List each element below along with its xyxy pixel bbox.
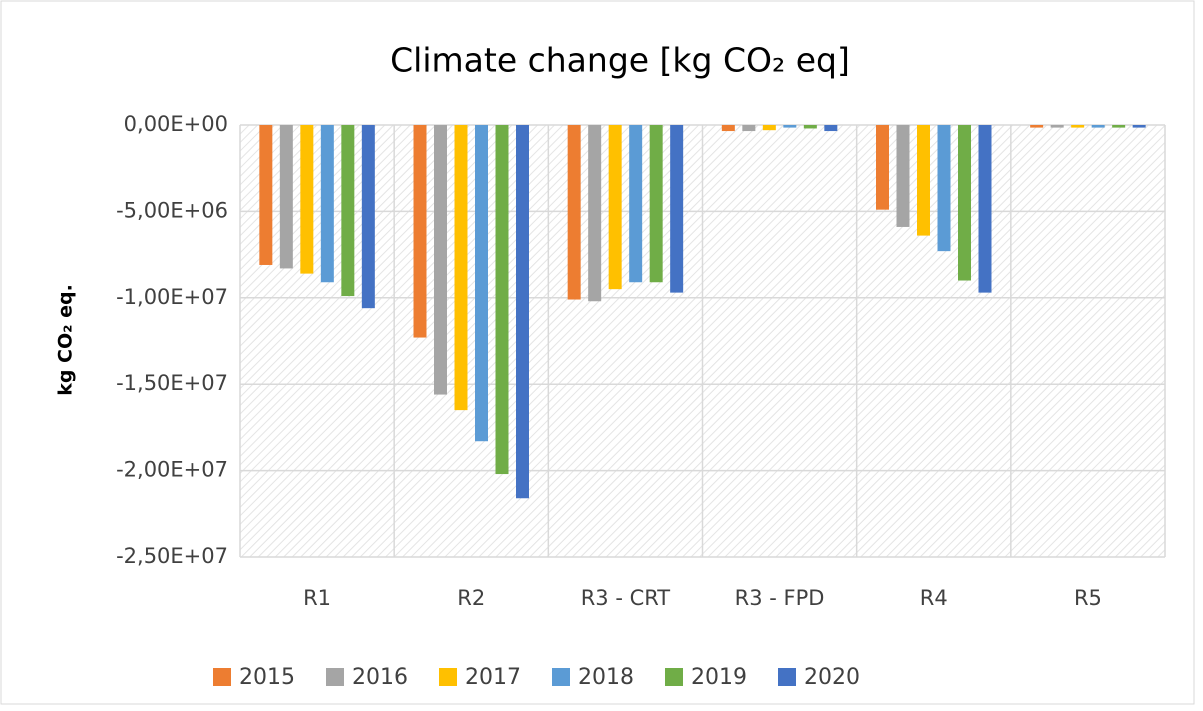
bar — [1091, 125, 1105, 128]
bar — [608, 125, 622, 290]
x-tick-label: R2 — [457, 586, 485, 610]
bar — [670, 125, 684, 293]
bar — [1132, 125, 1146, 128]
bar — [783, 125, 797, 128]
legend-swatch — [326, 668, 344, 686]
bar — [341, 125, 355, 297]
bar — [762, 125, 776, 131]
bar — [361, 125, 375, 309]
bar — [721, 125, 735, 132]
bar — [1030, 125, 1044, 128]
legend-label: 2018 — [578, 665, 634, 690]
x-tick-label: R4 — [920, 586, 948, 610]
bar — [937, 125, 951, 252]
bar — [413, 125, 427, 338]
legend-label: 2016 — [352, 665, 408, 690]
legend-swatch — [778, 668, 796, 686]
x-tick-label: R1 — [303, 586, 331, 610]
bar — [495, 125, 509, 475]
legend-swatch — [665, 668, 683, 686]
bar — [279, 125, 293, 269]
chart-title: Climate change [kg CO₂ eq] — [390, 41, 850, 80]
y-tick-label: -2,50E+07 — [116, 544, 228, 568]
bar — [300, 125, 314, 274]
y-tick-label: -5,00E+06 — [116, 198, 228, 222]
bar — [454, 125, 468, 411]
y-tick-label: -2,00E+07 — [116, 458, 228, 482]
bar — [259, 125, 273, 265]
bar — [320, 125, 334, 283]
legend-label: 2015 — [239, 665, 295, 690]
bar — [803, 125, 817, 129]
bar — [1050, 125, 1064, 128]
bar — [649, 125, 663, 283]
legend-swatch — [439, 668, 457, 686]
bar — [1071, 125, 1085, 128]
bar — [742, 125, 756, 132]
bar — [876, 125, 889, 210]
bar — [434, 125, 447, 395]
bar — [1112, 125, 1126, 128]
legend-label: 2019 — [691, 665, 747, 690]
bar — [896, 125, 910, 227]
x-tick-label: R3 - FPD — [735, 586, 825, 610]
x-tick-label: R5 — [1074, 586, 1102, 610]
legend-label: 2017 — [465, 665, 521, 690]
bar — [567, 125, 581, 300]
bar — [824, 125, 838, 132]
x-tick-label: R3 - CRT — [581, 586, 671, 610]
legend-swatch — [213, 668, 231, 686]
bar — [588, 125, 602, 302]
bar — [516, 125, 529, 499]
y-tick-label: 0,00E+00 — [124, 112, 228, 136]
bar — [958, 125, 971, 281]
y-axis-label: kg CO₂ eq. — [55, 284, 77, 396]
y-tick-label: -1,00E+07 — [116, 285, 228, 309]
bar — [978, 125, 992, 293]
legend-label: 2020 — [804, 665, 860, 690]
y-tick-label: -1,50E+07 — [116, 371, 228, 395]
legend-swatch — [552, 668, 570, 686]
bar — [629, 125, 643, 283]
bar — [475, 125, 488, 442]
bar — [917, 125, 930, 236]
